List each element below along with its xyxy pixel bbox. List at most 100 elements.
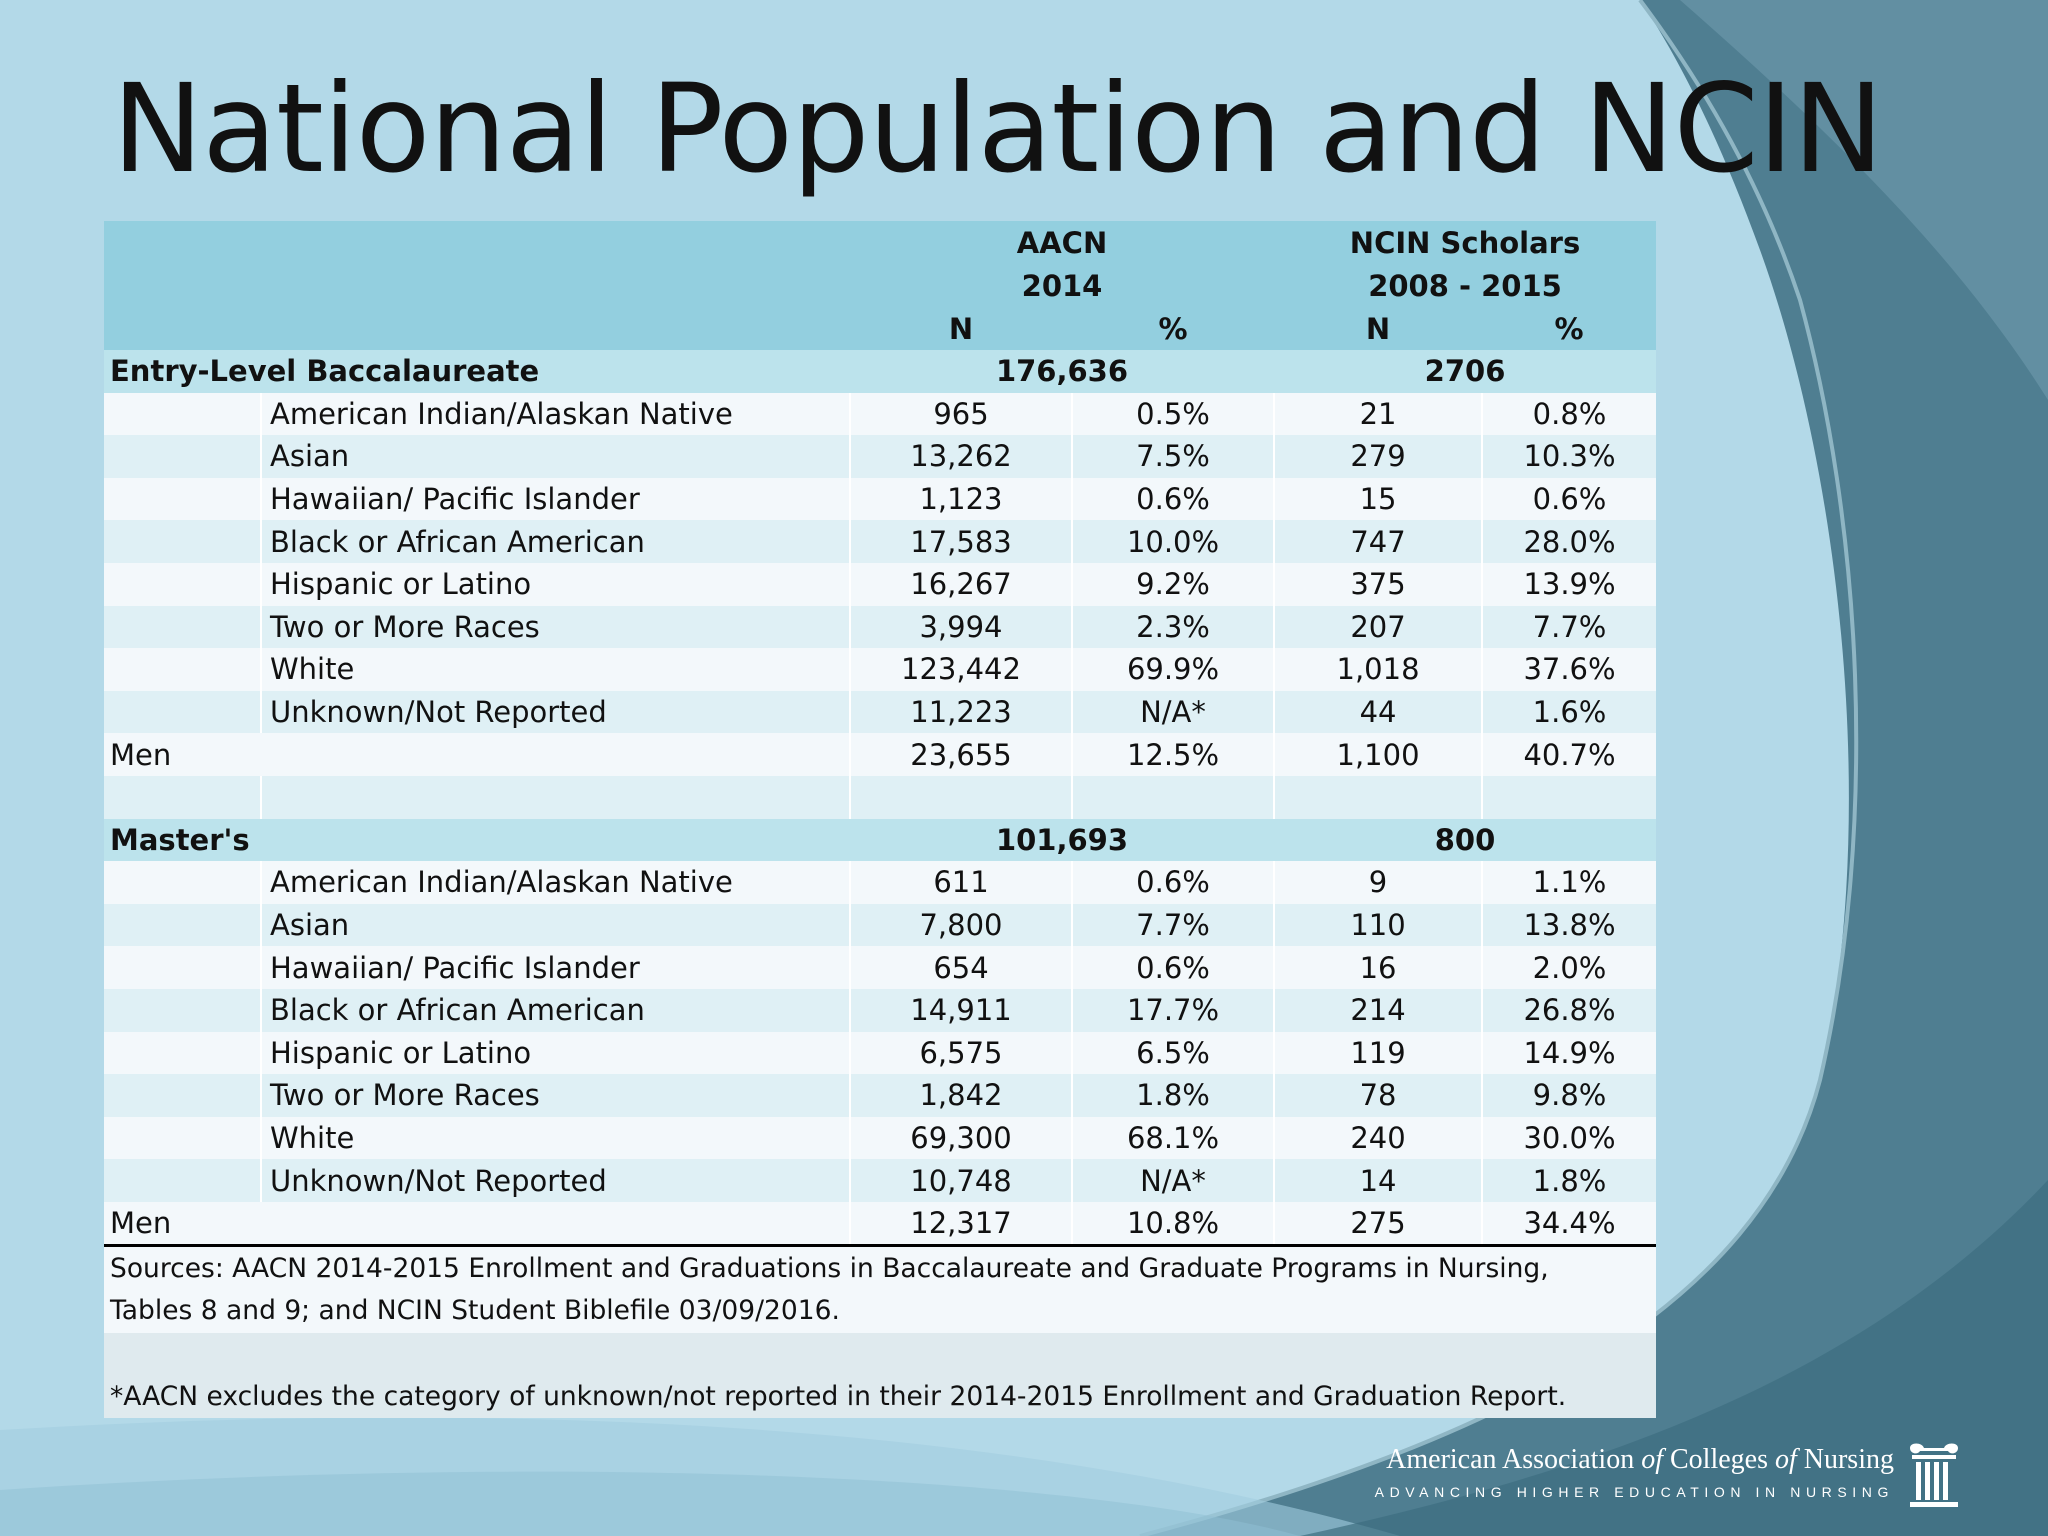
- table-row: Hispanic or Latino 16,267 9.2% 375 13.9%: [104, 562, 1657, 606]
- ncin-total: 2706: [1274, 350, 1657, 393]
- logo-tagline: ADVANCING HIGHER EDUCATION IN NURSING: [1374, 1484, 1894, 1500]
- aacn-pct: N/A*: [1070, 690, 1275, 734]
- aacn-n: 6,575: [849, 1031, 1072, 1075]
- aacn-n: 3,994: [849, 605, 1072, 649]
- aacn-n: 13,262: [849, 435, 1072, 478]
- aacn-pct: 2.3%: [1070, 605, 1275, 649]
- ncin-n-header: N: [1274, 307, 1483, 350]
- ncin-n: 240: [1273, 1116, 1483, 1160]
- aacn-year: 2014: [850, 264, 1275, 307]
- sources-text-line1: Sources: AACN 2014-2015 Enrollment and G…: [104, 1245, 1657, 1291]
- ncin-pct: 28.0%: [1481, 520, 1657, 563]
- footnote-row: *AACN excludes the category of unknown/n…: [104, 1375, 1657, 1418]
- section-row-baccalaureate: Entry-Level Baccalaureate 176,636 2706: [104, 350, 1657, 393]
- ncin-pct: 10.3%: [1481, 435, 1657, 478]
- table-row: Asian 13,262 7.5% 279 10.3%: [104, 435, 1657, 478]
- men-row: Men 12,317 10.8% 275 34.4%: [104, 1201, 1657, 1248]
- ncin-pct: 1.1%: [1481, 861, 1657, 904]
- ncin-pct-header: %: [1482, 307, 1657, 350]
- column-icon: [1910, 1443, 1958, 1507]
- aacn-n: 12,317: [849, 1201, 1072, 1248]
- aacn-n: 1,842: [849, 1074, 1072, 1117]
- aacn-pct: 1.8%: [1070, 1074, 1275, 1117]
- aacn-pct: 68.1%: [1070, 1116, 1275, 1160]
- ncin-pct: 30.0%: [1481, 1116, 1657, 1160]
- ncin-pct: 7.7%: [1481, 605, 1657, 649]
- sources-row-2: Tables 8 and 9; and NCIN Student Biblefi…: [104, 1290, 1657, 1333]
- row-label: Two or More Races: [260, 605, 850, 649]
- men-row: Men 23,655 12.5% 1,100 40.7%: [104, 733, 1657, 776]
- aacn-n: 611: [849, 861, 1072, 904]
- row-label: Unknown/Not Reported: [260, 690, 850, 734]
- ncin-n: 9: [1273, 861, 1483, 904]
- aacn-pct: 0.6%: [1070, 861, 1275, 904]
- row-label: Men: [104, 733, 850, 776]
- ncin-n: 279: [1273, 435, 1483, 478]
- section-label: Master's: [104, 818, 850, 862]
- ncin-n: 119: [1273, 1031, 1483, 1075]
- table-row: White 69,300 68.1% 240 30.0%: [104, 1116, 1657, 1160]
- row-label: Hawaiian/ Pacific Islander: [260, 946, 850, 989]
- aacn-pct: 7.5%: [1070, 435, 1275, 478]
- ncin-n: 747: [1273, 520, 1483, 563]
- table-row: Asian 7,800 7.7% 110 13.8%: [104, 903, 1657, 947]
- ncin-pct: 0.8%: [1481, 392, 1657, 436]
- aacn-pct: 6.5%: [1070, 1031, 1275, 1075]
- table-row: Two or More Races 3,994 2.3% 207 7.7%: [104, 605, 1657, 649]
- ncin-n: 78: [1273, 1074, 1483, 1117]
- ncin-pct: 37.6%: [1481, 648, 1657, 691]
- footnote-text: *AACN excludes the category of unknown/n…: [104, 1375, 1657, 1418]
- aacn-n: 965: [849, 392, 1072, 436]
- table-row: Hawaiian/ Pacific Islander 1,123 0.6% 15…: [104, 477, 1657, 521]
- ncin-pct: 14.9%: [1481, 1031, 1657, 1075]
- aacn-n: 69,300: [849, 1116, 1072, 1160]
- ncin-n: 207: [1273, 605, 1483, 649]
- ncin-pct: 1.8%: [1481, 1159, 1657, 1202]
- aacn-n: 14,911: [849, 988, 1072, 1032]
- aacn-n: 16,267: [849, 562, 1072, 606]
- table-row: American Indian/Alaskan Native 611 0.6% …: [104, 861, 1657, 904]
- ncin-n: 275: [1273, 1201, 1483, 1248]
- aacn-pct: 0.6%: [1070, 946, 1275, 989]
- aacn-n-header: N: [850, 307, 1072, 350]
- logo-wordmark: American Association of Colleges of Nurs…: [1386, 1444, 1894, 1475]
- aacn-total: 101,693: [850, 818, 1275, 862]
- ncin-pct: 26.8%: [1481, 988, 1657, 1032]
- row-label: Hispanic or Latino: [260, 1031, 850, 1075]
- aacn-pct: 10.0%: [1070, 520, 1275, 563]
- row-label: Two or More Races: [260, 1074, 850, 1117]
- ncin-pct: 40.7%: [1481, 733, 1657, 776]
- spacer-row: [104, 775, 1657, 819]
- row-label: Black or African American: [260, 988, 850, 1032]
- ncin-pct: 13.8%: [1481, 903, 1657, 947]
- row-label: Asian: [260, 435, 850, 478]
- aacn-pct: N/A*: [1070, 1159, 1275, 1202]
- ncin-n: 14: [1273, 1159, 1483, 1202]
- ncin-total: 800: [1274, 818, 1657, 862]
- table-row: Two or More Races 1,842 1.8% 78 9.8%: [104, 1074, 1657, 1117]
- table-row: Hawaiian/ Pacific Islander 654 0.6% 16 2…: [104, 946, 1657, 989]
- ncin-n: 15: [1273, 477, 1483, 521]
- ncin-pct: 2.0%: [1481, 946, 1657, 989]
- aacn-pct: 7.7%: [1070, 903, 1275, 947]
- table-row: Black or African American 14,911 17.7% 2…: [104, 988, 1657, 1032]
- aacn-n: 23,655: [849, 733, 1072, 776]
- ncin-n: 1,100: [1273, 733, 1483, 776]
- header-row-3: N % N %: [104, 307, 1657, 350]
- row-label: Asian: [260, 903, 850, 947]
- aacn-pct: 0.5%: [1070, 392, 1275, 436]
- ncin-pct: 1.6%: [1481, 690, 1657, 734]
- row-label: American Indian/Alaskan Native: [260, 392, 850, 436]
- row-label: Unknown/Not Reported: [260, 1159, 850, 1202]
- ncin-n: 44: [1273, 690, 1483, 734]
- aacn-total: 176,636: [850, 350, 1275, 393]
- section-label: Entry-Level Baccalaureate: [104, 350, 850, 393]
- ncin-n: 21: [1273, 392, 1483, 436]
- row-label: Black or African American: [260, 520, 850, 563]
- ncin-header: NCIN Scholars: [1274, 221, 1657, 264]
- ncin-pct: 0.6%: [1481, 477, 1657, 521]
- row-label: White: [260, 1116, 850, 1160]
- ncin-years: 2008 - 2015: [1274, 264, 1657, 307]
- ncin-pct: 13.9%: [1481, 562, 1657, 606]
- section-row-masters: Master's 101,693 800: [104, 818, 1657, 862]
